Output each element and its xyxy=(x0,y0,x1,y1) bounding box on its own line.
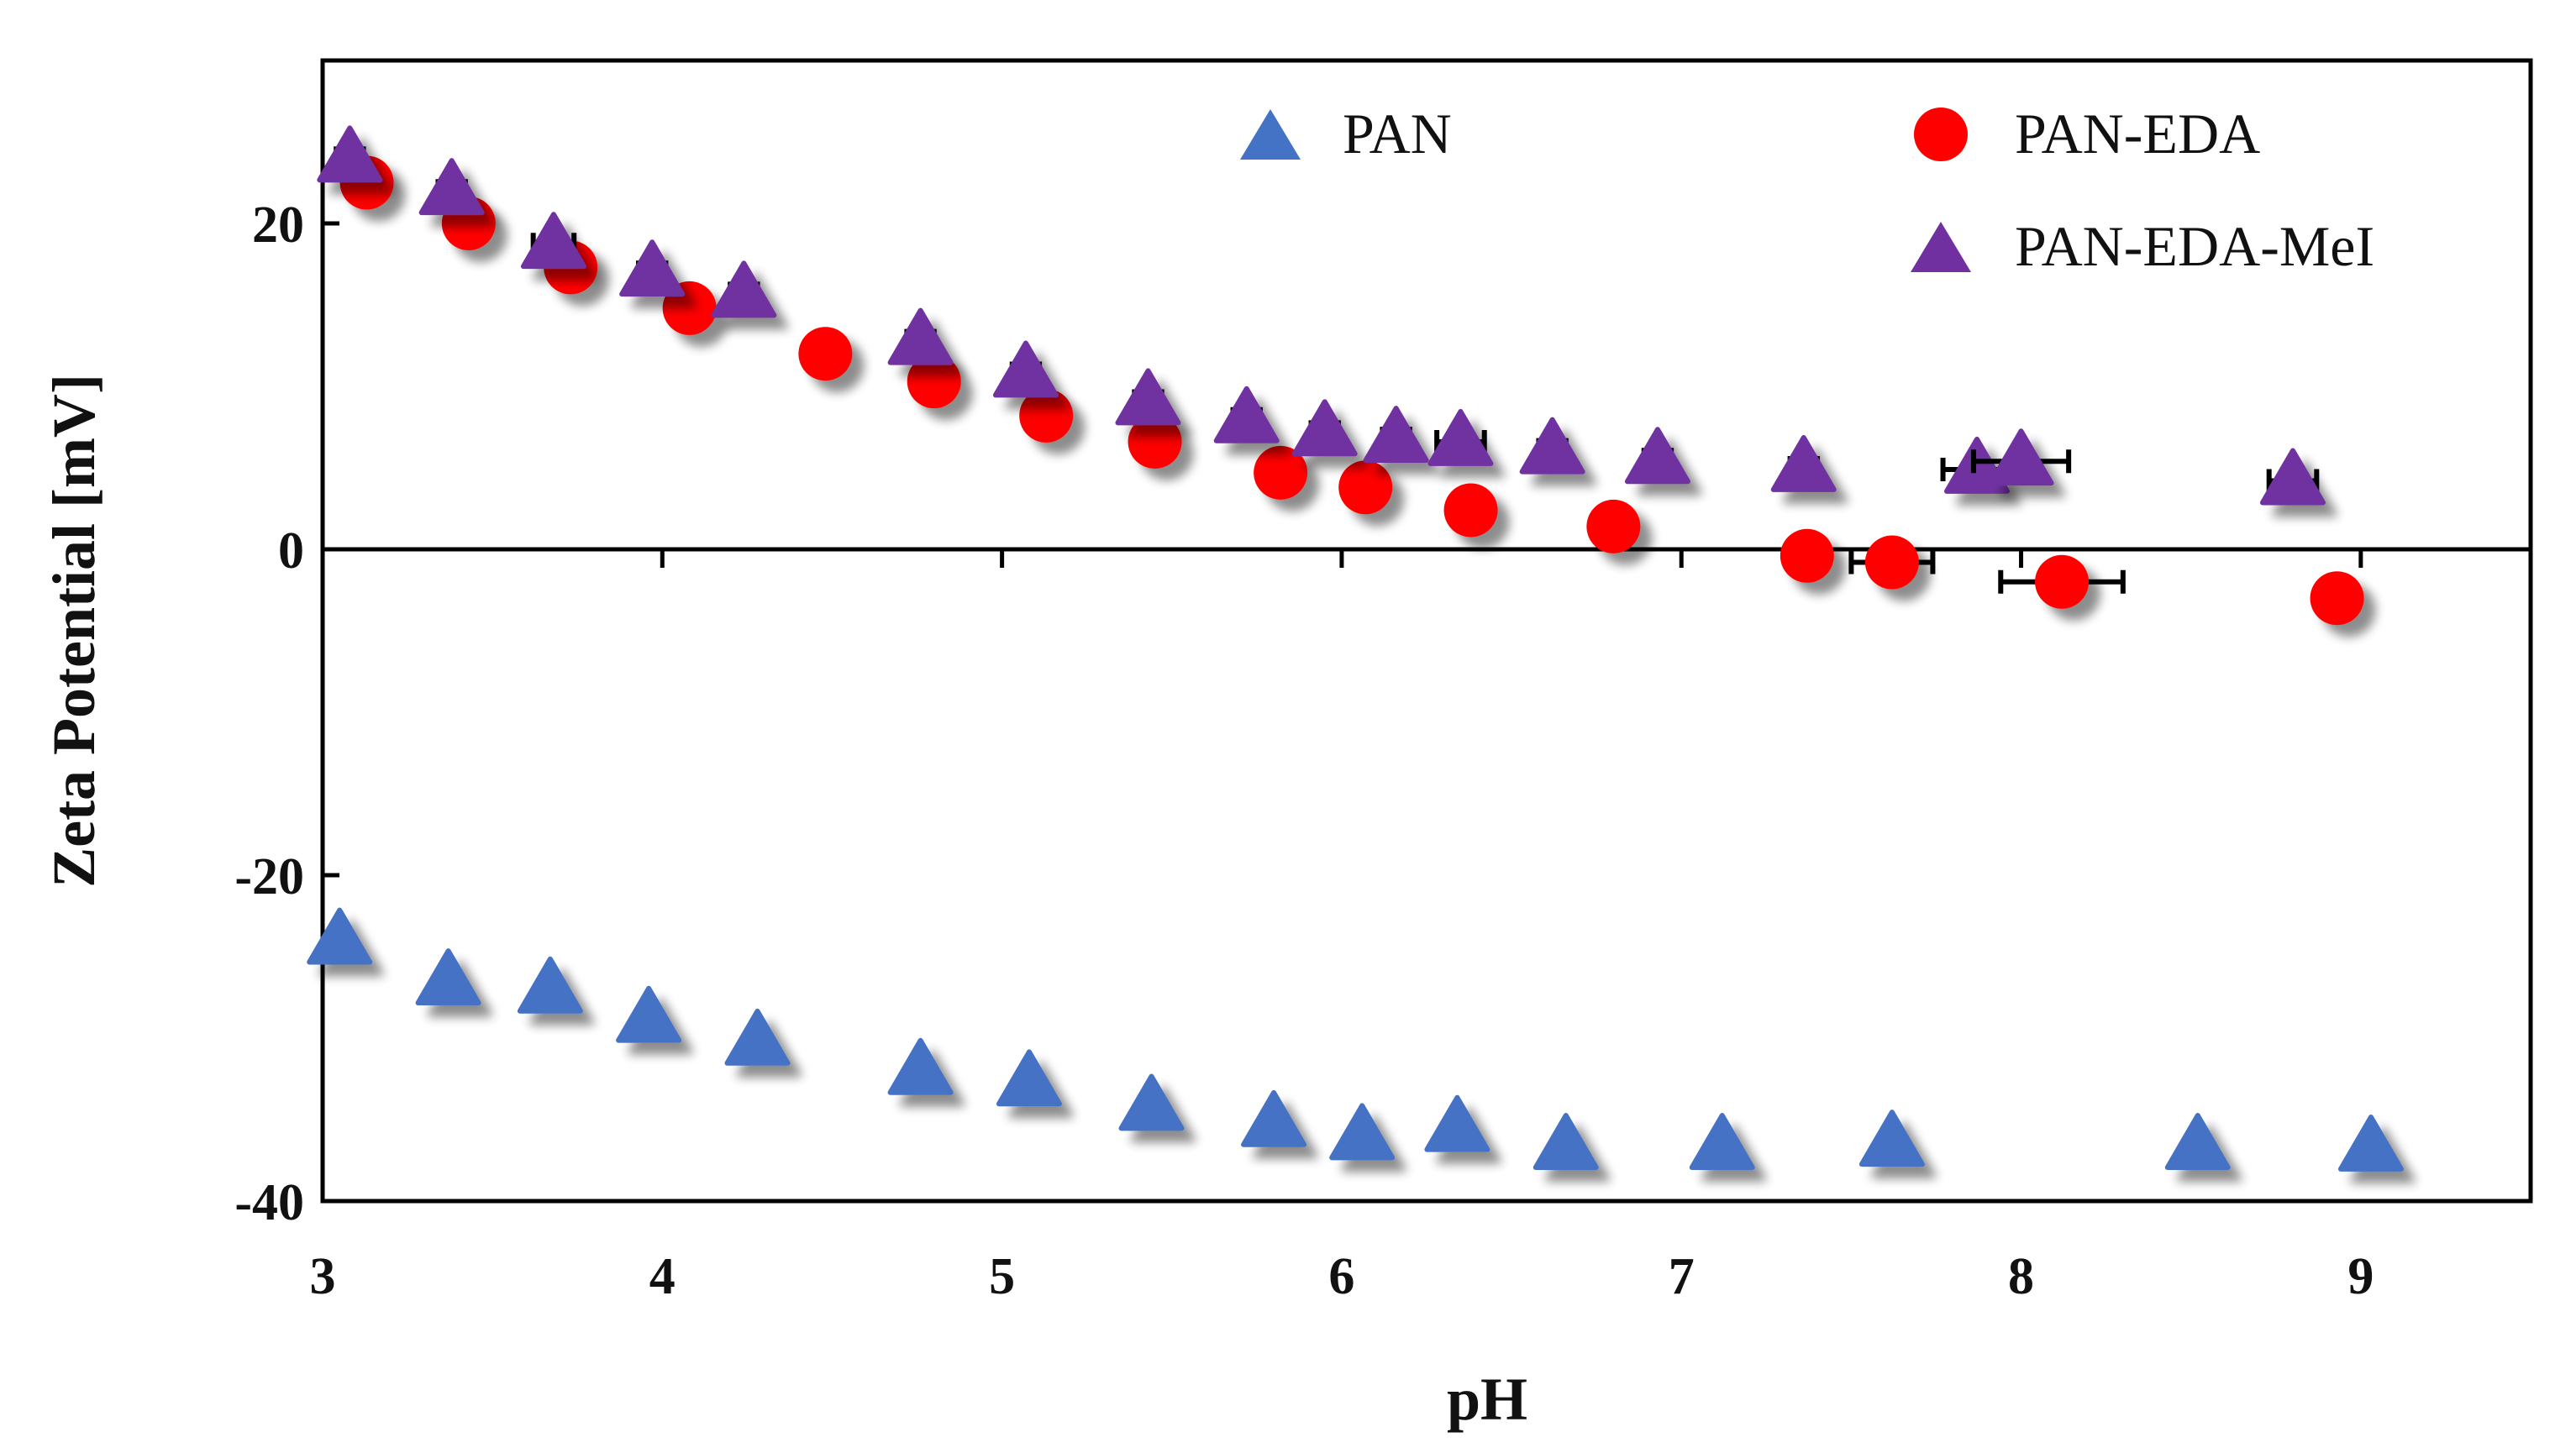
legend-label-pan: PAN xyxy=(1343,102,1452,165)
data-point xyxy=(415,948,481,1006)
y-tick-label: 0 xyxy=(278,522,304,580)
data-point xyxy=(1128,414,1182,469)
series-pan xyxy=(307,907,2404,1172)
data-point xyxy=(1780,528,1834,583)
x-axis: 3 4 5 6 7 8 9 xyxy=(310,549,2374,1305)
data-point xyxy=(711,260,777,318)
series-pan-eda xyxy=(339,155,2364,626)
data-point xyxy=(1770,435,1837,492)
y-axis: -40 -20 0 20 xyxy=(234,197,339,1231)
data-point xyxy=(1427,408,1494,466)
data-point xyxy=(418,158,485,216)
x-tick-label: 6 xyxy=(1328,1248,1354,1305)
data-point xyxy=(1291,399,1358,457)
y-tick-label: -20 xyxy=(234,848,304,905)
legend-item-pan: PAN xyxy=(1240,102,1452,165)
legend-item-pan-eda: PAN-EDA xyxy=(1914,102,2260,165)
data-point xyxy=(907,354,961,409)
data-point xyxy=(1019,388,1074,443)
legend-marker-pan-eda xyxy=(1914,108,1968,161)
data-point xyxy=(1424,1094,1490,1152)
data-point xyxy=(1519,417,1585,475)
data-point xyxy=(2035,554,2090,609)
data-point xyxy=(887,1037,954,1095)
data-point xyxy=(520,212,586,270)
data-point xyxy=(317,125,383,183)
plot-border xyxy=(320,58,2533,1204)
data-point xyxy=(724,1008,791,1066)
data-point xyxy=(996,1049,1062,1107)
data-point xyxy=(1363,406,1429,463)
data-point xyxy=(616,985,682,1043)
x-tick-label: 9 xyxy=(2347,1248,2374,1305)
data-point xyxy=(1115,368,1181,426)
data-point xyxy=(1254,445,1308,500)
data-point xyxy=(2164,1113,2231,1170)
data-point xyxy=(2337,1114,2404,1172)
data-point xyxy=(992,340,1059,398)
x-axis-title: pH xyxy=(1447,1366,1527,1433)
data-point xyxy=(2259,448,2326,506)
data-point xyxy=(2310,571,2364,626)
data-point xyxy=(517,956,583,1014)
data-point xyxy=(887,307,954,365)
legend-marker-pan xyxy=(1240,109,1301,160)
data-point xyxy=(1689,1113,1755,1170)
y-tick-label: -40 xyxy=(234,1174,304,1231)
data-point xyxy=(307,907,373,965)
legend-label-pan-eda-mei: PAN-EDA-MeI xyxy=(2015,214,2374,278)
x-tick-label: 8 xyxy=(2008,1248,2034,1305)
data-point xyxy=(798,327,853,381)
data-point xyxy=(1443,483,1498,538)
data-point xyxy=(1329,1103,1396,1161)
x-tick-label: 7 xyxy=(1669,1248,1695,1305)
plot-area xyxy=(320,58,2533,1204)
legend: PAN PAN-EDA PAN-EDA-MeI xyxy=(1240,102,2374,278)
legend-item-pan-eda-mei: PAN-EDA-MeI xyxy=(1911,214,2374,278)
data-point xyxy=(1338,460,1393,515)
data-point xyxy=(1532,1113,1599,1170)
data-series xyxy=(307,125,2404,1172)
data-point xyxy=(1118,1073,1185,1131)
data-point xyxy=(1213,386,1280,443)
data-point xyxy=(1864,535,1919,590)
data-point xyxy=(619,239,686,297)
x-tick-label: 3 xyxy=(310,1248,336,1305)
legend-label-pan-eda: PAN-EDA xyxy=(2015,102,2260,165)
data-point xyxy=(1988,428,2054,486)
data-point xyxy=(1241,1089,1307,1147)
data-point xyxy=(1624,427,1690,485)
y-axis-title: Zeta Potential [mV] xyxy=(40,374,108,888)
x-tick-label: 5 xyxy=(989,1248,1015,1305)
legend-marker-pan-eda-mei xyxy=(1911,222,1971,272)
y-tick-label: 20 xyxy=(252,197,304,254)
data-point xyxy=(1858,1110,1925,1167)
data-point xyxy=(1586,499,1641,553)
series-pan-eda-mei xyxy=(317,125,2326,506)
x-tick-label: 4 xyxy=(649,1248,676,1305)
